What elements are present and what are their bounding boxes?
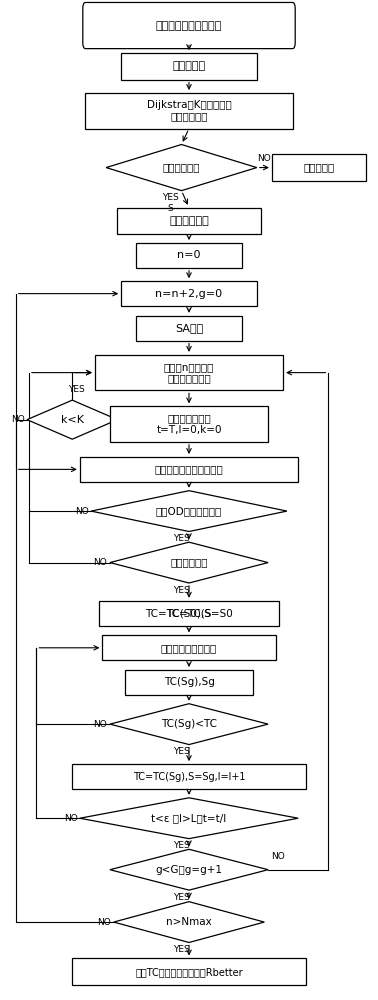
FancyBboxPatch shape	[136, 316, 242, 341]
Text: n>Nmax: n>Nmax	[166, 917, 212, 927]
Text: YES: YES	[173, 893, 190, 902]
Text: YES: YES	[173, 945, 190, 954]
Text: SA算法: SA算法	[175, 323, 203, 333]
Text: k<K: k<K	[61, 415, 84, 425]
FancyBboxPatch shape	[72, 764, 306, 789]
Text: YES: YES	[173, 747, 190, 756]
Text: 线路流量与频率计算: 线路流量与频率计算	[161, 643, 217, 653]
Polygon shape	[110, 542, 268, 583]
FancyBboxPatch shape	[99, 601, 279, 626]
Polygon shape	[80, 798, 298, 839]
Text: 剔除该线路: 剔除该线路	[303, 163, 335, 173]
Text: 公交路网简化与预处理: 公交路网简化与预处理	[156, 21, 222, 31]
Polygon shape	[114, 902, 264, 942]
Text: g<G，g=g+1: g<G，g=g+1	[155, 865, 223, 875]
Text: 数据初始化: 数据初始化	[172, 61, 206, 71]
Text: TC=TC(S0),S=S0: TC=TC(S0),S=S0	[145, 608, 233, 618]
Text: 生成由n条线路组
成的候选线路集: 生成由n条线路组 成的候选线路集	[164, 362, 214, 383]
Text: 运输能力检验: 运输能力检验	[170, 558, 208, 568]
FancyBboxPatch shape	[121, 281, 257, 306]
Text: TC(Sg)<TC: TC(Sg)<TC	[161, 719, 217, 729]
Text: YES: YES	[68, 385, 84, 394]
Text: NO: NO	[11, 415, 25, 424]
Text: TC=TC(Sg),S=Sg,l=l+1: TC=TC(Sg),S=Sg,l=l+1	[133, 772, 245, 782]
FancyBboxPatch shape	[110, 406, 268, 442]
Text: Dijkstra和K最短路算法
求解最短路径: Dijkstra和K最短路算法 求解最短路径	[147, 100, 231, 122]
Text: 输出TC及对应的线路解集Rbetter: 输出TC及对应的线路解集Rbetter	[135, 967, 243, 977]
Text: NO: NO	[94, 720, 107, 729]
FancyBboxPatch shape	[125, 670, 253, 695]
Text: 初始频率设置，
t=T,l=0,k=0: 初始频率设置， t=T,l=0,k=0	[156, 413, 222, 435]
Text: t<ε 或l>L，t=t/l: t<ε 或l>L，t=t/l	[151, 813, 227, 823]
Polygon shape	[110, 704, 268, 745]
FancyBboxPatch shape	[118, 208, 260, 234]
FancyBboxPatch shape	[102, 635, 276, 660]
FancyBboxPatch shape	[72, 958, 306, 985]
Text: TC=TC(S: TC=TC(S	[166, 608, 212, 618]
Text: NO: NO	[257, 154, 271, 163]
Text: 候选线路集合: 候选线路集合	[169, 216, 209, 226]
Polygon shape	[27, 400, 118, 439]
Text: YES: YES	[173, 534, 190, 543]
Text: YES: YES	[162, 193, 178, 202]
Polygon shape	[91, 491, 287, 532]
Text: NO: NO	[75, 507, 88, 516]
Text: n=n+2,g=0: n=n+2,g=0	[155, 289, 223, 299]
FancyBboxPatch shape	[85, 93, 293, 129]
Text: 线网层次划分及流量分配: 线网层次划分及流量分配	[155, 464, 223, 474]
Text: TC(Sg),Sg: TC(Sg),Sg	[164, 677, 214, 687]
Polygon shape	[106, 144, 257, 191]
Text: NO: NO	[271, 852, 284, 861]
FancyBboxPatch shape	[121, 53, 257, 80]
Text: NO: NO	[65, 814, 78, 823]
Text: YES: YES	[173, 586, 190, 595]
Text: YES: YES	[173, 841, 190, 850]
Polygon shape	[110, 849, 268, 890]
Text: NO: NO	[94, 558, 107, 567]
Text: S: S	[167, 204, 173, 213]
Text: 线路长度约束: 线路长度约束	[163, 163, 200, 173]
Text: NO: NO	[98, 918, 111, 927]
FancyBboxPatch shape	[136, 243, 242, 268]
FancyBboxPatch shape	[272, 154, 366, 181]
FancyBboxPatch shape	[80, 457, 298, 482]
Text: n=0: n=0	[177, 250, 201, 260]
Text: 小区OD可达线路检验: 小区OD可达线路检验	[156, 506, 222, 516]
FancyBboxPatch shape	[83, 2, 295, 49]
FancyBboxPatch shape	[95, 355, 283, 390]
